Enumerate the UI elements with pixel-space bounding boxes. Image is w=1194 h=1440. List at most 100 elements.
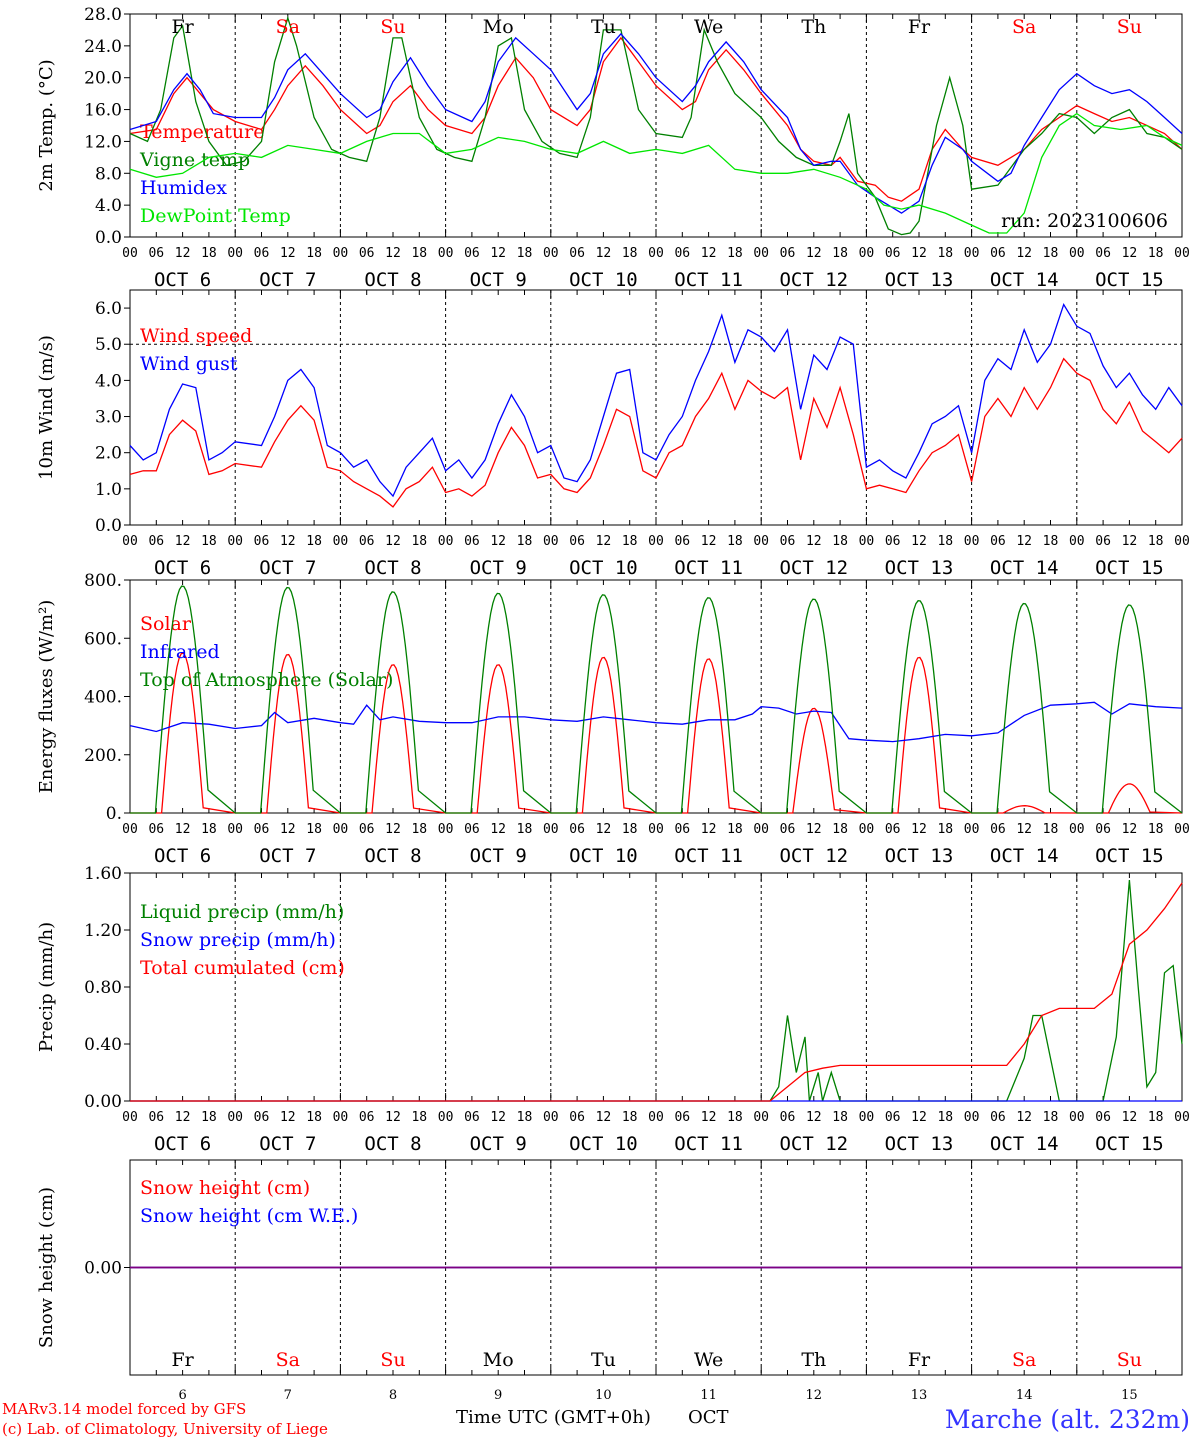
hour-tick-label: 12 <box>596 246 612 261</box>
hour-tick-label: 00 <box>1069 246 1085 261</box>
date-label: OCT 15 <box>1095 269 1164 291</box>
month-label: OCT <box>688 1407 729 1428</box>
hour-tick-label: 12 <box>701 1110 717 1125</box>
date-label: OCT 11 <box>674 557 743 579</box>
station-label: Marche (alt. 232m) <box>945 1405 1190 1434</box>
hour-tick-label: 06 <box>464 534 480 549</box>
hour-tick-label: 12 <box>1016 822 1032 837</box>
y-axis-label: 10m Wind (m/s) <box>36 335 57 480</box>
y-tick-label: 28.0 <box>84 5 122 25</box>
hour-tick-label: 12 <box>596 822 612 837</box>
hour-tick-label: 00 <box>333 822 349 837</box>
hour-tick-label: 18 <box>411 1110 427 1125</box>
hour-tick-label: 06 <box>464 822 480 837</box>
credit-line-2: (c) Lab. of Climatology, University of L… <box>2 1420 328 1438</box>
hour-tick-label: 12 <box>911 822 927 837</box>
hour-tick-label: 06 <box>464 246 480 261</box>
hour-tick-label: 06 <box>885 822 901 837</box>
weekday-label: Fr <box>171 1349 194 1371</box>
hour-tick-label: 06 <box>674 534 690 549</box>
hour-tick-label: 06 <box>569 246 585 261</box>
date-label: OCT 7 <box>259 269 316 291</box>
hour-tick-label: 00 <box>964 246 980 261</box>
y-tick-label: 4.0 <box>95 371 122 391</box>
y-tick-label: 12.0 <box>84 132 122 152</box>
panels: 0.0 4.0 8.0 12.0 16.0 20.0 24.0 28.0 2m Temp. (°… <box>36 5 1190 1403</box>
date-label: OCT 7 <box>259 557 316 579</box>
date-label: OCT 6 <box>154 557 211 579</box>
hour-tick-label: 00 <box>438 534 454 549</box>
footer: MARv3.14 model forced by GFS (c) Lab. of… <box>2 1400 1190 1438</box>
hour-tick-label: 18 <box>201 822 217 837</box>
day-number-label: 15 <box>1121 1388 1138 1403</box>
y-tick-label: 20.0 <box>84 69 122 89</box>
hour-tick-label: 12 <box>385 822 401 837</box>
hour-tick-label: 06 <box>674 1110 690 1125</box>
date-label: OCT 15 <box>1095 845 1164 867</box>
hour-tick-label: 06 <box>569 822 585 837</box>
weekday-label: Th <box>801 1349 826 1371</box>
date-label: OCT 15 <box>1095 1133 1164 1155</box>
hour-tick-label: 06 <box>885 246 901 261</box>
date-label: OCT 13 <box>885 269 954 291</box>
hour-tick-label: 12 <box>385 1110 401 1125</box>
date-label: OCT 14 <box>990 1133 1059 1155</box>
hour-tick-label: 18 <box>306 1110 322 1125</box>
hour-tick-label: 06 <box>990 534 1006 549</box>
y-tick-label: 4.0 <box>95 196 122 216</box>
y-tick-label: 0.0 <box>95 228 122 248</box>
hour-tick-label: 00 <box>438 246 454 261</box>
hour-tick-label: 06 <box>780 534 796 549</box>
hour-tick-label: 12 <box>1016 246 1032 261</box>
date-label: OCT 10 <box>569 1133 638 1155</box>
hour-tick-label: 12 <box>280 822 296 837</box>
y-tick-label: 200. <box>84 746 122 766</box>
hour-tick-label: 00 <box>333 1110 349 1125</box>
series-line <box>130 882 1183 1102</box>
legend-entry: Solar <box>140 613 192 635</box>
hour-tick-label: 06 <box>1095 246 1111 261</box>
date-label: OCT 13 <box>885 1133 954 1155</box>
weekday-label: Sa <box>276 1349 300 1371</box>
day-number-label: 6 <box>178 1388 186 1403</box>
date-label: OCT 7 <box>259 845 316 867</box>
date-label: OCT 14 <box>990 557 1059 579</box>
hour-tick-label: 06 <box>990 1110 1006 1125</box>
y-axis-label: Precip (mm/h) <box>36 922 57 1052</box>
hour-tick-label: 00 <box>964 534 980 549</box>
y-tick-label: 3.0 <box>95 408 122 428</box>
hour-tick-label: 00 <box>122 246 138 261</box>
hour-tick-label: 06 <box>1095 1110 1111 1125</box>
hour-tick-label: 12 <box>385 534 401 549</box>
day-number-label: 11 <box>700 1388 717 1403</box>
legend-entry: Snow height (cm) <box>140 1177 310 1199</box>
hour-tick-label: 06 <box>254 534 270 549</box>
hour-tick-label: 18 <box>937 1110 953 1125</box>
hour-tick-label: 12 <box>490 1110 506 1125</box>
hour-tick-label: 12 <box>280 1110 296 1125</box>
hour-tick-label: 00 <box>1069 534 1085 549</box>
hour-tick-label: 06 <box>359 822 375 837</box>
hour-tick-label: 00 <box>438 1110 454 1125</box>
day-number-label: 10 <box>595 1388 612 1403</box>
hour-tick-label: 18 <box>1148 246 1164 261</box>
weekday-label: Tu <box>591 1349 616 1371</box>
date-label: OCT 11 <box>674 269 743 291</box>
hour-tick-label: 18 <box>201 246 217 261</box>
hour-tick-label: 18 <box>306 534 322 549</box>
hour-tick-label: 18 <box>1043 534 1059 549</box>
weekday-label: Fr <box>908 1349 931 1371</box>
day-number-label: 14 <box>1016 1388 1033 1403</box>
hour-tick-label: 00 <box>753 1110 769 1125</box>
y-tick-label: 0.00 <box>84 1092 122 1112</box>
hour-tick-label: 18 <box>622 534 638 549</box>
hour-tick-label: 12 <box>806 534 822 549</box>
hour-tick-label: 18 <box>201 534 217 549</box>
hour-tick-label: 00 <box>1174 1110 1190 1125</box>
hour-tick-label: 00 <box>648 534 664 549</box>
hour-tick-label: 12 <box>1122 246 1138 261</box>
y-tick-label: 24.0 <box>84 37 122 57</box>
panel-energy: 0. 200. 400. 600. 800. Energy fluxes (W/m²) 00… <box>36 571 1190 867</box>
hour-tick-label: 18 <box>517 822 533 837</box>
hour-tick-label: 18 <box>1043 1110 1059 1125</box>
